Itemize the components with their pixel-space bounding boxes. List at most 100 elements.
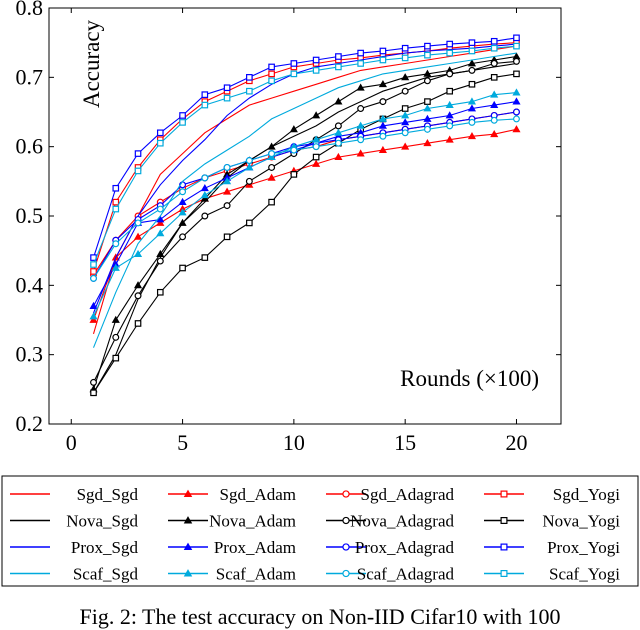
figure-caption: Fig. 2: The test accuracy on Non-IID Cif… bbox=[79, 604, 561, 629]
legend-label: Scaf_Adam bbox=[216, 565, 296, 584]
data-point-prox-adam bbox=[445, 111, 454, 119]
data-point-sgd-adam bbox=[490, 129, 499, 138]
legend-label: Prox_Adam bbox=[214, 538, 296, 557]
series-line-nova-adam bbox=[92, 55, 517, 390]
legend-item-nova-yogi: Nova_Yogi bbox=[484, 512, 620, 531]
data-point-nova-yogi bbox=[246, 219, 253, 227]
legend-item-prox-adagrad: Prox_Adagrad bbox=[326, 538, 454, 557]
data-point-scaf-adagrad bbox=[134, 219, 142, 227]
data-point-prox-yogi bbox=[401, 44, 409, 52]
data-point-scaf-adagrad bbox=[112, 240, 120, 248]
data-point-scaf-yogi bbox=[268, 77, 275, 85]
data-point-sgd-adam bbox=[423, 138, 432, 147]
legend-item-sgd-adam: Sgd_Adam bbox=[168, 485, 296, 504]
data-point-sgd-adam bbox=[89, 315, 98, 323]
data-point-scaf-adam bbox=[156, 229, 165, 237]
data-point-sgd-adam bbox=[156, 218, 165, 226]
series-line-nova-yogi bbox=[93, 73, 517, 394]
series-line-scaf-yogi bbox=[92, 45, 517, 265]
data-point-prox-yogi bbox=[312, 56, 320, 64]
data-point-nova-adagrad bbox=[268, 163, 276, 171]
legend-swatch-marker bbox=[500, 517, 508, 524]
data-point-nova-yogi bbox=[468, 80, 476, 88]
data-point-prox-yogi bbox=[223, 84, 231, 92]
data-point-sgd-yogi bbox=[268, 70, 275, 78]
data-point-nova-adam bbox=[178, 218, 187, 226]
legend-item-nova-adam: Nova_Adam bbox=[168, 512, 296, 531]
series-line-scaf-adagrad bbox=[93, 118, 517, 279]
data-point-nova-adagrad bbox=[179, 233, 187, 241]
legend-item-scaf-yogi: Scaf_Yogi bbox=[484, 565, 620, 584]
series-nova-sgd bbox=[93, 62, 517, 394]
data-point-nova-adagrad bbox=[90, 378, 98, 386]
data-point-sgd-adam bbox=[401, 142, 410, 150]
series-line-sgd-adam bbox=[92, 128, 517, 321]
series-sgd-yogi bbox=[90, 39, 520, 275]
data-point-sgd-adam bbox=[445, 135, 454, 143]
data-point-sgd-adam bbox=[378, 145, 387, 154]
data-point-prox-yogi bbox=[357, 49, 364, 57]
legend-swatch-marker bbox=[500, 490, 508, 498]
series-scaf-adagrad bbox=[90, 115, 520, 282]
data-point-scaf-yogi bbox=[223, 94, 231, 102]
data-point-prox-yogi bbox=[246, 74, 253, 81]
data-point-scaf-adagrad bbox=[512, 115, 520, 123]
legend-item-sgd-adagrad: Sgd_Adagrad bbox=[326, 485, 454, 504]
data-point-scaf-yogi bbox=[112, 205, 120, 213]
legend-label: Prox_Yogi bbox=[547, 538, 620, 557]
series-sgd-adagrad bbox=[90, 108, 520, 279]
data-point-scaf-adam bbox=[223, 177, 232, 185]
data-point-scaf-adagrad bbox=[179, 188, 187, 196]
accuracy-chart: 0 5 10 15 20 0.2 0.3 0.4 0.5 0.6 0.7 0.8 Accuracy R… bbox=[1, 0, 639, 587]
legend-swatch-marker bbox=[500, 543, 508, 551]
data-point-nova-yogi bbox=[446, 87, 454, 95]
data-point-nova-adam bbox=[467, 59, 477, 67]
data-point-scaf-yogi bbox=[290, 70, 298, 78]
data-point-scaf-adam bbox=[111, 263, 120, 271]
data-point-sgd-adam bbox=[356, 149, 365, 157]
data-point-prox-yogi bbox=[468, 39, 476, 46]
legend-label: Sgd_Sgd bbox=[77, 485, 139, 504]
data-point-scaf-adagrad bbox=[156, 205, 164, 213]
y-axis-label: Accuracy bbox=[79, 19, 104, 108]
legend-item-scaf-adagrad: Scaf_Adagrad bbox=[326, 565, 454, 584]
data-point-prox-adam bbox=[156, 215, 165, 223]
data-point-scaf-adagrad bbox=[334, 139, 342, 147]
series-sgd-sgd bbox=[92, 45, 517, 335]
data-point-sgd-yogi bbox=[112, 198, 120, 206]
data-point-scaf-adam bbox=[378, 114, 387, 122]
legend: Sgd_Sgd Sgd_Adam Sgd_Adagrad Sgd_Yogi Nova_S… bbox=[1, 475, 639, 587]
data-point-scaf-adam bbox=[467, 97, 477, 105]
series-prox-sgd bbox=[92, 43, 517, 314]
legend-label: Scaf_Sgd bbox=[73, 565, 139, 584]
data-point-sgd-adam bbox=[267, 173, 276, 181]
series-sgd-adam bbox=[89, 125, 521, 323]
data-point-nova-adagrad bbox=[112, 333, 120, 341]
data-point-prox-yogi bbox=[335, 53, 342, 60]
legend-swatch-marker bbox=[342, 490, 350, 498]
legend-swatch-marker bbox=[183, 516, 193, 524]
legend-item-nova-adagrad: Nova_Adagrad bbox=[326, 512, 454, 531]
data-point-scaf-adagrad bbox=[423, 125, 431, 133]
series-line-scaf-adam bbox=[93, 92, 517, 317]
legend-item-sgd-yogi: Sgd_Yogi bbox=[484, 485, 620, 504]
data-point-nova-yogi bbox=[223, 233, 231, 241]
series-nova-adam bbox=[89, 52, 521, 393]
data-point-prox-adam bbox=[490, 100, 499, 108]
legend-swatch-marker bbox=[183, 542, 193, 551]
data-point-scaf-adagrad bbox=[223, 163, 231, 171]
data-point-sgd-yogi bbox=[90, 268, 97, 275]
legend-label: Nova_Adagrad bbox=[350, 512, 454, 531]
data-point-nova-adam bbox=[334, 97, 343, 105]
data-point-scaf-yogi bbox=[424, 51, 431, 59]
x-tick-label: 15 bbox=[394, 430, 416, 455]
data-point-prox-adam bbox=[178, 197, 187, 206]
data-point-scaf-yogi bbox=[201, 101, 209, 109]
series-line-prox-sgd bbox=[92, 43, 517, 314]
data-point-prox-yogi bbox=[424, 42, 431, 50]
data-point-nova-yogi bbox=[201, 254, 209, 261]
series-line-sgd-sgd bbox=[92, 45, 517, 335]
data-point-nova-yogi bbox=[90, 389, 97, 397]
data-point-scaf-adam bbox=[178, 208, 187, 216]
data-point-scaf-yogi bbox=[490, 44, 498, 52]
